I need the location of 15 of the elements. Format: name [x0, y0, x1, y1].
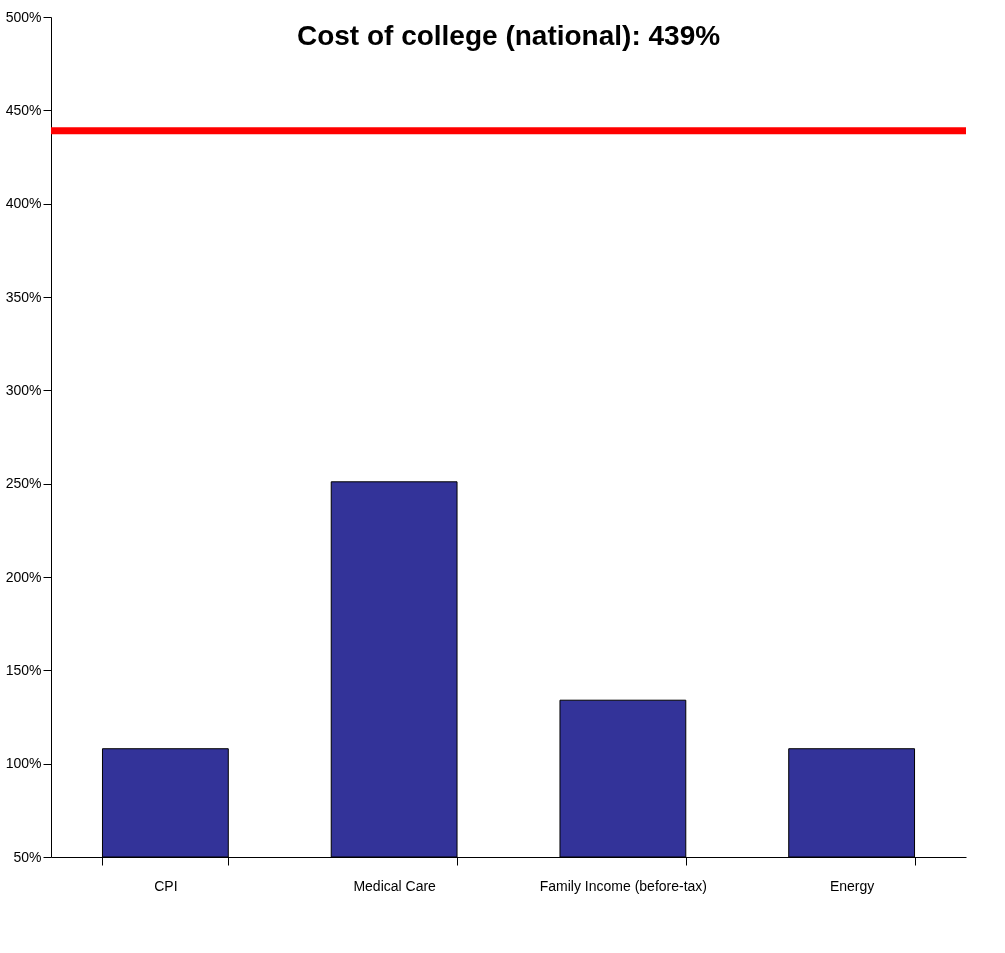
y-tick-label: 300% — [5, 381, 42, 398]
y-tick-label: 100% — [5, 755, 42, 772]
y-tick-label: 150% — [5, 661, 42, 678]
y-tick-label: 450% — [5, 101, 42, 118]
x-tick-label: Medical Care — [353, 877, 437, 894]
y-tick-label: 50% — [13, 848, 42, 865]
y-tick-label: 500% — [5, 8, 42, 25]
y-tick-label: 350% — [5, 288, 42, 305]
annotation: Cost of college (national): 439% — [296, 20, 721, 51]
y-tick-label: 200% — [5, 568, 42, 585]
y-tick-label: 400% — [5, 195, 42, 212]
x-tick-label: Energy — [829, 877, 875, 894]
x-tick-label: CPI — [154, 877, 178, 894]
x-tick-label: Family Income (before-tax) — [539, 877, 708, 894]
y-tick-label: 250% — [5, 475, 42, 492]
